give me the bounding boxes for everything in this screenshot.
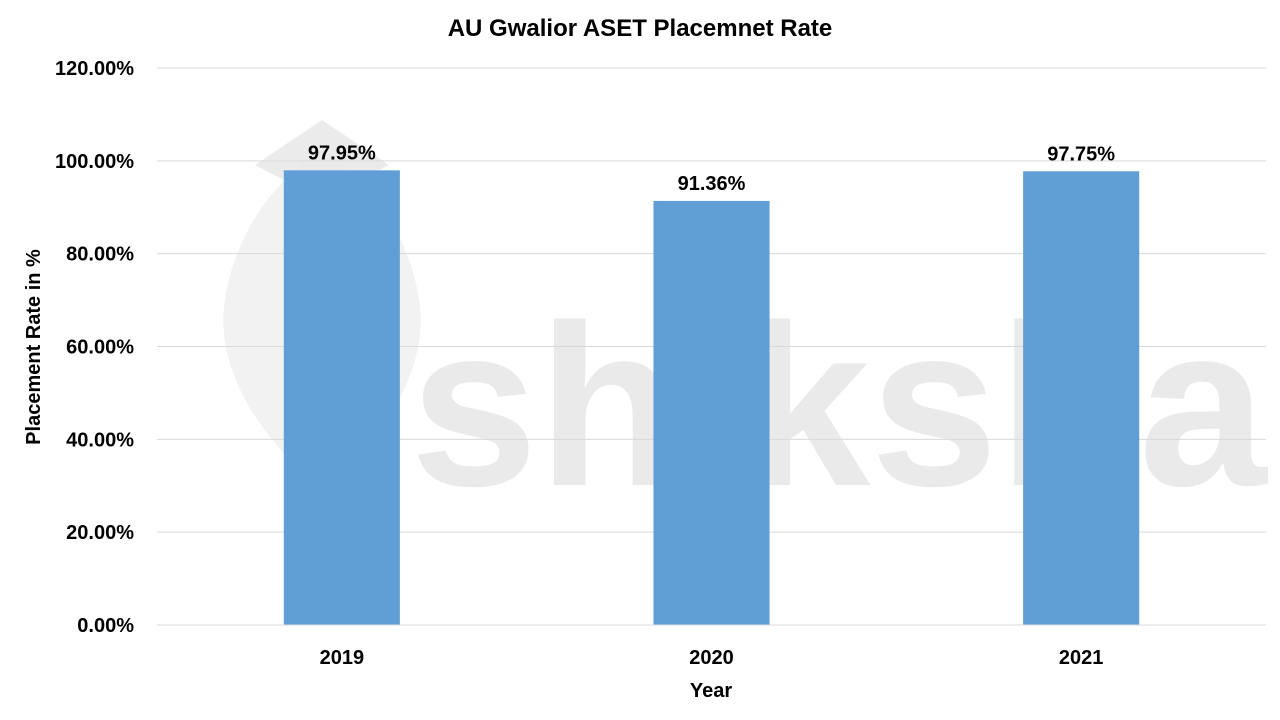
y-tick-label: 120.00% bbox=[55, 58, 134, 80]
y-tick-label: 40.00% bbox=[66, 429, 134, 451]
y-tick-label: 20.00% bbox=[66, 522, 134, 544]
y-tick-label: 100.00% bbox=[55, 151, 134, 173]
data-labels: 97.95% 91.36% 97.75% bbox=[308, 142, 1115, 195]
bar-2021 bbox=[1023, 171, 1140, 625]
y-tick-label: 80.00% bbox=[66, 244, 134, 266]
x-tick-label: 2019 bbox=[320, 647, 365, 669]
bar-series bbox=[283, 170, 1140, 626]
y-axis-title: Placement Rate in % bbox=[23, 249, 45, 445]
bar-2020 bbox=[653, 200, 770, 626]
y-tick-label: 0.00% bbox=[77, 615, 134, 637]
x-tick-label: 2021 bbox=[1059, 647, 1104, 669]
chart-title: AU Gwalior ASET Placemnet Rate bbox=[448, 15, 833, 42]
data-label: 91.36% bbox=[678, 173, 746, 195]
x-tick-label: 2020 bbox=[689, 647, 734, 669]
x-axis-title: Year bbox=[690, 680, 732, 702]
x-axis-ticks: 2019 2020 2021 bbox=[320, 647, 1104, 669]
watermark-text: shiksha bbox=[410, 277, 1269, 534]
y-tick-label: 60.00% bbox=[66, 337, 134, 359]
data-label: 97.75% bbox=[1047, 143, 1115, 165]
data-label: 97.95% bbox=[308, 142, 376, 164]
y-axis-ticks: 0.00% 20.00% 40.00% 60.00% 80.00% 100.00% 120.… bbox=[55, 58, 134, 637]
bar-2019 bbox=[283, 170, 400, 625]
